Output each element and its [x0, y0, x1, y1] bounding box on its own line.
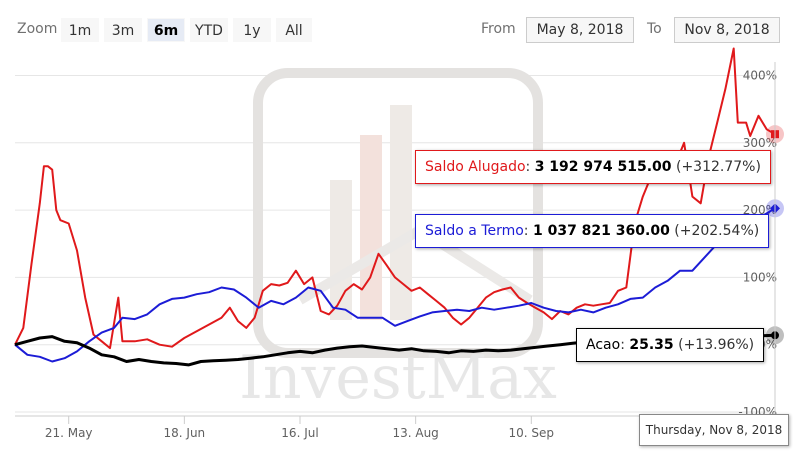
watermark-bar — [390, 105, 412, 320]
x-tick-label: 10. Sep — [509, 426, 555, 440]
y-tick-label: 400% — [743, 68, 777, 82]
tooltip-value: 3 192 974 515.00 — [534, 159, 672, 175]
from-label: From — [481, 21, 516, 37]
tooltip-change: (+202.54%) — [674, 223, 760, 239]
investmax-watermark: InvestMax — [239, 68, 557, 413]
tooltip-change: (+312.77%) — [675, 159, 761, 175]
from-date-input[interactable]: May 8, 2018 — [526, 17, 634, 43]
series-saldo-termo-line — [14, 207, 776, 363]
zoom-1m-button[interactable]: 1m — [61, 18, 99, 42]
x-axis-date-flag: Thursday, Nov 8, 2018 — [639, 414, 789, 446]
zoom-ytd-button[interactable]: YTD — [190, 18, 228, 42]
x-tick-label: 16. Jul — [281, 426, 318, 440]
x-tick-label: 21. May — [45, 426, 93, 440]
tooltip-series-name: Saldo Alugado — [425, 159, 526, 175]
zoom-6m-button[interactable]: 6m — [147, 18, 185, 42]
tooltip-saldo-alugado: Saldo Alugado: 3 192 974 515.00 (+312.77… — [415, 150, 771, 184]
watermark-bar — [360, 135, 382, 320]
tooltip-saldo-termo: Saldo a Termo: 1 037 821 360.00 (+202.54… — [415, 214, 770, 248]
x-tick-label: 13. Aug — [392, 426, 438, 440]
tooltip-change: (+13.96%) — [678, 337, 755, 353]
y-tick-label: 100% — [743, 270, 777, 284]
tooltip-value: 1 037 821 360.00 — [532, 223, 670, 239]
tooltip-series-name: Saldo a Termo — [425, 223, 524, 239]
y-tick-label: 200% — [743, 203, 777, 217]
tooltip-value: 25.35 — [629, 337, 674, 353]
tooltip-acao: Acao: 25.35 (+13.96%) — [576, 328, 765, 362]
zoom-1y-button[interactable]: 1y — [233, 18, 271, 42]
zoom-label: Zoom — [17, 21, 58, 37]
tooltip-series-name: Acao — [586, 337, 621, 353]
to-label: To — [647, 21, 662, 37]
watermark-text: InvestMax — [239, 343, 557, 413]
zoom-3m-button[interactable]: 3m — [104, 18, 142, 42]
marker-layer — [766, 62, 784, 416]
y-axis: -100%0%100%200%300%400% — [738, 68, 777, 419]
zoom-all-button[interactable]: All — [276, 18, 312, 42]
watermark-frame — [253, 68, 543, 358]
y-tick-label: 300% — [743, 136, 777, 150]
x-tick-label: 18. Jun — [164, 426, 206, 440]
to-date-input[interactable]: Nov 8, 2018 — [674, 17, 780, 43]
